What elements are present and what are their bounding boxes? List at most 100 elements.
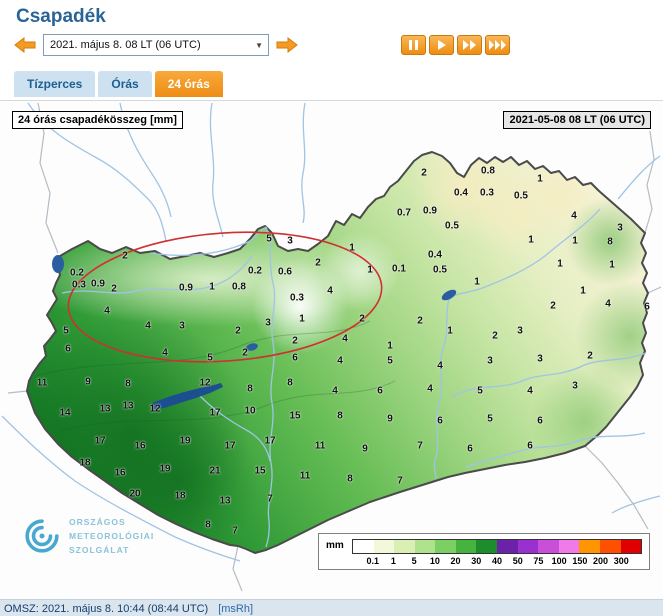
fastest-forward-icon — [488, 40, 506, 50]
station-value: 9 — [85, 376, 91, 388]
station-value: 3 — [265, 317, 271, 329]
station-value: 5 — [487, 413, 493, 425]
station-value: 2 — [292, 335, 298, 347]
legend-tick-label: 200 — [593, 556, 609, 566]
station-value: 0.2 — [248, 265, 262, 277]
station-value: 8 — [337, 410, 343, 422]
station-value: 7 — [397, 475, 403, 487]
station-value: 0.2 — [70, 267, 84, 279]
station-value: 18 — [174, 490, 186, 502]
station-value: 1 — [447, 325, 453, 337]
legend-color-segment — [455, 540, 477, 553]
station-value: 2 — [417, 315, 423, 327]
status-bar: OMSZ: 2021. május 8. 10:44 (08:44 UTC) [… — [0, 599, 663, 616]
lake-balaton — [152, 383, 223, 409]
station-value: 4 — [571, 210, 577, 222]
station-value: 4 — [527, 385, 533, 397]
station-value: 16 — [134, 440, 146, 452]
prev-time-button[interactable] — [14, 37, 36, 53]
map-title-label: 24 órás csapadékösszeg [mm] — [12, 111, 183, 130]
legend-unit: mm — [326, 540, 344, 551]
select-caret-icon: ▼ — [255, 40, 263, 50]
station-value: 0.5 — [433, 264, 447, 276]
station-value: 21 — [209, 465, 221, 477]
tab-órás[interactable]: Órás — [98, 71, 152, 97]
station-value: 0.3 — [480, 187, 494, 199]
lake-ferto — [52, 255, 64, 273]
station-value: 1 — [209, 281, 215, 293]
station-value: 0.3 — [72, 279, 86, 291]
legend-tick-label: 20 — [450, 556, 461, 566]
legend-color-segment — [476, 540, 498, 553]
arrow-right-icon — [276, 37, 298, 53]
play-button[interactable] — [429, 35, 454, 55]
station-value: 9 — [362, 443, 368, 455]
station-value: 4 — [437, 360, 443, 372]
station-value: 1 — [367, 264, 373, 276]
station-value: 6 — [437, 415, 443, 427]
station-value: 15 — [289, 410, 301, 422]
station-value: 1 — [387, 340, 393, 352]
legend-color-segment — [435, 540, 456, 553]
station-value: 0.4 — [454, 187, 468, 199]
next-time-button[interactable] — [276, 37, 298, 53]
pause-button[interactable] — [401, 35, 426, 55]
foreign-rivers — [1, 102, 661, 562]
station-value: 2 — [550, 300, 556, 312]
tab-tízperces[interactable]: Tízperces — [14, 71, 96, 97]
station-value: 2 — [587, 350, 593, 362]
legend-color-segment — [517, 540, 539, 553]
arrow-left-icon — [14, 37, 36, 53]
station-value: 8 — [607, 236, 613, 248]
station-value: 3 — [287, 235, 293, 247]
station-value: 8 — [287, 377, 293, 389]
tab-24-órás[interactable]: 24 órás — [154, 71, 223, 97]
station-value: 8 — [125, 378, 131, 390]
station-value: 1 — [299, 313, 305, 325]
legend-color-segment — [538, 540, 559, 553]
legend-color-segment — [353, 540, 374, 553]
station-layer: 2 0.8 1 0.4 0.3 0.5 0.7 0.9 0.5 4 3 5 3 1 1 8 1 2 0.4 2 1 1 0.… — [0, 101, 663, 599]
station-value: 0.8 — [232, 281, 246, 293]
fastest-forward-button[interactable] — [485, 35, 510, 55]
station-value: 0.7 — [397, 207, 411, 219]
pause-icon — [409, 40, 418, 50]
legend-color-segment — [373, 540, 395, 553]
station-value: 4 — [162, 347, 168, 359]
station-value: 13 — [122, 400, 134, 412]
station-value: 6 — [644, 301, 650, 313]
legend-tick-label: 300 — [613, 556, 629, 566]
station-value: 7 — [232, 525, 238, 537]
date-select-value: 2021. május 8. 08 LT (06 UTC) — [50, 39, 201, 51]
date-select[interactable]: 2021. május 8. 08 LT (06 UTC) ▼ — [43, 34, 269, 56]
station-value: 1 — [572, 235, 578, 247]
station-value: 4 — [342, 333, 348, 345]
station-value: 16 — [114, 467, 126, 479]
station-value: 19 — [179, 435, 191, 447]
playback-controls — [401, 35, 510, 55]
legend-color-segment — [414, 540, 436, 553]
station-value: 2 — [359, 313, 365, 325]
legend-tick-label: 75 — [533, 556, 544, 566]
station-value: 4 — [605, 298, 611, 310]
fast-forward-icon — [463, 40, 476, 50]
station-value: 14 — [59, 407, 71, 419]
legend-color-segment — [558, 540, 580, 553]
station-value: 4 — [145, 320, 151, 332]
station-value: 4 — [337, 355, 343, 367]
fast-forward-button[interactable] — [457, 35, 482, 55]
station-value: 0.9 — [423, 205, 437, 217]
page-title: Csapadék — [16, 6, 106, 27]
station-value: 0.9 — [91, 278, 105, 290]
weather-map — [1, 102, 662, 592]
legend-color-segment — [579, 540, 600, 553]
station-value: 4 — [104, 305, 110, 317]
map-timestamp-label: 2021-05-08 08 LT (06 UTC) — [503, 111, 651, 130]
legend-tick-label: 1 — [390, 556, 396, 566]
station-value: 2 — [111, 283, 117, 295]
station-value: 4 — [332, 385, 338, 397]
legend-tick-label: 10 — [429, 556, 440, 566]
annotation-ellipse — [67, 231, 383, 363]
station-value: 13 — [219, 495, 231, 507]
